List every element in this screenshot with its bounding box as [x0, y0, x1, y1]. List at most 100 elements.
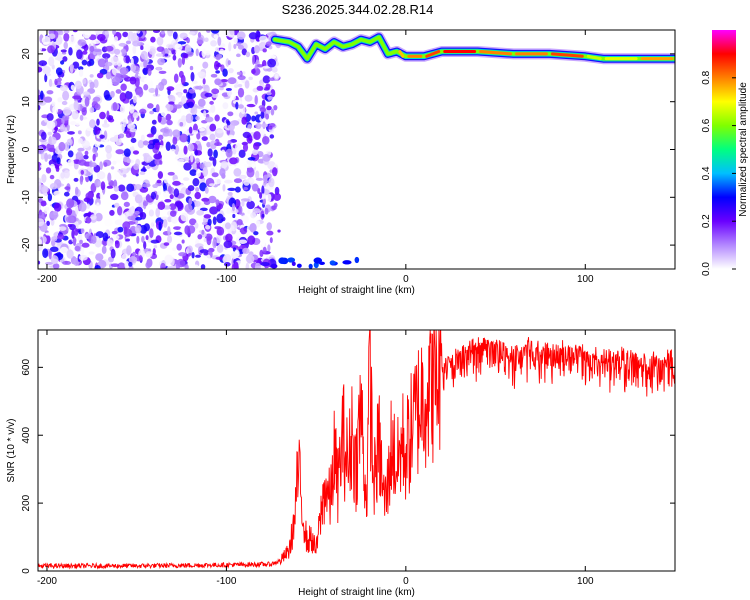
noise-speckle — [70, 121, 77, 126]
noise-speckle — [38, 47, 42, 52]
noise-speckle — [207, 218, 212, 226]
noise-speckle — [147, 68, 152, 76]
noise-speckle — [42, 248, 49, 259]
noise-speckle — [156, 78, 162, 83]
colorbar-tick-label: 0.0 — [701, 262, 712, 276]
noise-speckle — [71, 229, 75, 239]
colorbar-tick-label: 0.8 — [701, 70, 712, 84]
noise-speckle — [61, 51, 67, 55]
noise-speckle — [308, 263, 313, 269]
noise-speckle — [104, 61, 113, 67]
noise-speckle — [103, 130, 108, 140]
noise-speckle — [70, 84, 75, 91]
noise-speckle — [51, 101, 56, 107]
noise-speckle — [192, 178, 200, 187]
top-y-tick-label: -10 — [21, 190, 32, 205]
noise-speckle — [138, 255, 143, 261]
noise-speckle — [180, 187, 188, 196]
noise-speckle — [130, 137, 137, 143]
noise-speckle — [152, 248, 156, 256]
noise-speckle — [210, 64, 214, 73]
noise-speckle — [173, 226, 182, 230]
noise-speckle — [227, 187, 237, 191]
noise-speckle — [57, 234, 65, 240]
noise-speckle — [44, 73, 48, 83]
noise-speckle — [82, 78, 87, 85]
noise-speckle — [38, 161, 42, 171]
noise-speckle — [163, 178, 169, 184]
noise-speckle — [102, 53, 111, 59]
noise-speckle — [158, 134, 164, 141]
noise-speckle — [185, 113, 194, 124]
noise-speckle — [238, 149, 246, 158]
noise-speckle — [172, 247, 177, 252]
noise-speckle — [85, 216, 92, 224]
noise-speckle — [89, 45, 95, 53]
noise-speckle — [177, 41, 187, 45]
noise-speckle — [48, 33, 56, 40]
noise-speckle — [168, 94, 176, 104]
noise-speckle — [60, 49, 67, 53]
noise-speckle — [132, 40, 141, 47]
noise-speckle — [104, 45, 114, 52]
noise-speckle — [255, 177, 264, 181]
noise-speckle — [81, 107, 87, 116]
noise-speckle — [179, 122, 184, 127]
noise-speckle — [238, 174, 247, 180]
noise-speckle — [192, 80, 198, 85]
noise-speckle — [145, 235, 149, 241]
noise-speckle — [56, 157, 61, 165]
noise-speckle — [201, 221, 208, 226]
noise-speckle — [268, 77, 276, 81]
noise-speckle — [182, 177, 190, 181]
noise-speckle — [119, 67, 129, 75]
noise-speckle — [227, 60, 231, 66]
noise-speckle — [134, 210, 140, 215]
noise-speckle — [45, 167, 52, 174]
top-x-tick-label: 0 — [403, 274, 409, 285]
noise-speckle — [184, 204, 193, 213]
noise-speckle — [79, 239, 83, 245]
noise-speckle — [230, 208, 240, 214]
noise-speckle — [140, 134, 145, 142]
noise-speckle — [223, 262, 231, 267]
noise-speckle — [57, 77, 62, 82]
noise-speckle — [187, 185, 195, 192]
bottom-x-axis-label: Height of straight line (km) — [298, 587, 415, 598]
noise-speckle — [42, 66, 51, 75]
noise-speckle — [53, 202, 62, 212]
noise-speckle — [101, 123, 110, 128]
noise-speckle — [93, 79, 99, 89]
noise-speckle — [179, 32, 188, 39]
noise-speckle — [227, 111, 234, 117]
noise-speckle — [45, 73, 51, 77]
noise-speckle — [62, 56, 68, 62]
noise-speckle — [149, 110, 155, 115]
noise-speckle — [112, 102, 118, 111]
noise-speckle — [54, 190, 60, 195]
noise-speckle — [72, 30, 78, 33]
noise-speckle — [173, 231, 183, 236]
noise-speckle — [126, 183, 135, 193]
noise-speckle — [127, 215, 136, 221]
spectrogram-image — [38, 30, 675, 269]
noise-speckle — [230, 251, 238, 260]
noise-speckle — [129, 76, 137, 85]
noise-speckle — [211, 92, 219, 99]
noise-speckle — [140, 45, 144, 51]
noise-speckle — [169, 194, 174, 200]
noise-speckle — [41, 173, 47, 183]
noise-speckle — [122, 31, 129, 38]
noise-speckle — [262, 75, 271, 84]
noise-speckle — [150, 36, 156, 43]
noise-speckle — [126, 245, 132, 255]
noise-speckle — [174, 43, 183, 52]
noise-speckle — [202, 61, 209, 69]
noise-speckle — [105, 144, 112, 154]
noise-speckle — [271, 66, 278, 73]
noise-speckle — [77, 66, 84, 71]
noise-speckle — [182, 157, 190, 162]
top-y-axis-label: Frequency (Hz) — [6, 115, 17, 184]
noise-speckle — [103, 162, 108, 167]
